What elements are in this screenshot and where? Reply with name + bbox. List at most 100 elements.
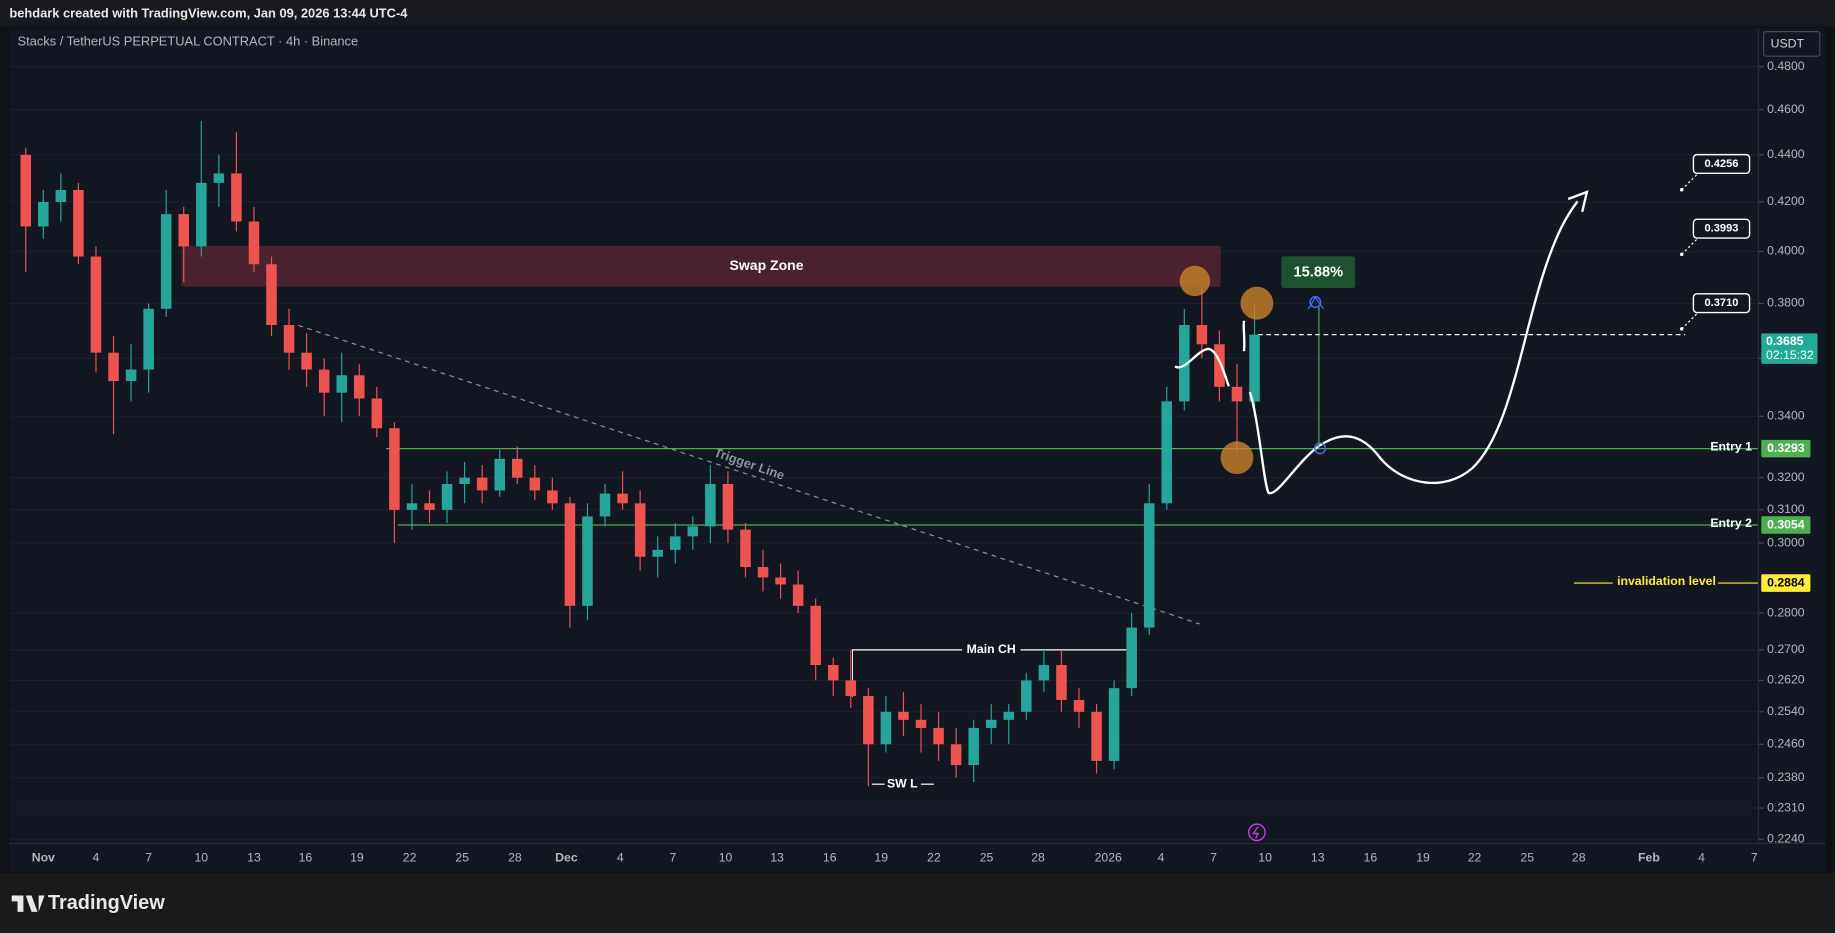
target-leader (1681, 310, 1700, 330)
time-axis (9, 842, 1826, 873)
candle-body (617, 493, 628, 504)
candle-body (73, 190, 84, 257)
chart-pane (9, 28, 1758, 843)
candle-body (20, 154, 32, 227)
measure-box (1281, 256, 1356, 288)
x-tick-label: 25 (1520, 850, 1534, 864)
candle-body (1196, 325, 1208, 345)
candle-body (669, 536, 681, 550)
level-label: Entry 1 (1710, 440, 1752, 454)
candle-body (1126, 627, 1137, 689)
candle-body (143, 308, 154, 370)
event-icon (1247, 823, 1266, 842)
candle-body (1161, 401, 1173, 504)
candle-body (266, 264, 277, 326)
candle-body (880, 711, 892, 745)
y-tick-label: 0.3200 (1767, 470, 1805, 484)
projection-arrow (1567, 190, 1589, 213)
logo-mark (11, 895, 45, 912)
target-point (1679, 327, 1684, 331)
candle-body (757, 567, 769, 578)
highlight-circle (1179, 265, 1211, 297)
target-point (1679, 187, 1684, 192)
y-tick-label: 0.2380 (1767, 770, 1805, 784)
x-tick-label: 7 (1751, 850, 1758, 864)
current-price-label: 0.3685 (1766, 334, 1804, 348)
candle-body (705, 484, 716, 527)
candle-body (248, 221, 260, 265)
x-tick-label: 7 (145, 850, 152, 864)
candle-body (55, 190, 67, 202)
main-ch-label: Main CH (967, 642, 1016, 656)
candle-body (898, 711, 909, 720)
candle-body (599, 493, 611, 517)
candle-body (968, 727, 979, 766)
trigger-line (298, 324, 1200, 625)
candle-body (1214, 344, 1225, 387)
x-tick-label: 16 (1364, 850, 1378, 864)
candle-body (283, 325, 295, 353)
x-tick-label: 13 (247, 850, 261, 864)
y-tick-label: 0.4800 (1767, 59, 1805, 73)
candle-body (318, 369, 330, 393)
x-tick-label: Feb (1638, 850, 1660, 864)
candle-body (547, 490, 558, 504)
target-point (1679, 252, 1684, 257)
y-tick-label: 0.2800 (1767, 605, 1805, 619)
candle-body (511, 458, 523, 478)
candle-body (301, 352, 312, 370)
sw-low-label: SW L (887, 776, 918, 790)
y-axis-label: USDT (1771, 37, 1805, 51)
x-tick-label: 16 (823, 850, 837, 864)
candle-body (108, 352, 119, 382)
price-label-box (1761, 439, 1811, 458)
candle-body (459, 477, 470, 485)
candle-body (810, 605, 821, 666)
x-tick-label: 22 (1468, 850, 1482, 864)
candle-body (1249, 334, 1260, 402)
price-label: 0.3293 (1767, 441, 1805, 455)
label-bg (961, 641, 1021, 659)
countdown: 02:15:32 (1766, 348, 1814, 362)
x-tick-label: 28 (1572, 850, 1586, 864)
x-tick-label: 4 (1158, 850, 1165, 864)
swap-zone (181, 245, 1221, 287)
x-tick-label: 7 (1210, 850, 1217, 864)
x-tick-label: 13 (770, 850, 784, 864)
candle-body (985, 719, 997, 728)
candle-body (582, 516, 593, 606)
x-tick-label: 22 (403, 850, 417, 864)
y-tick-label: 0.2540 (1767, 704, 1805, 718)
x-tick-label: Nov (32, 850, 55, 864)
x-tick-label: 10 (194, 850, 208, 864)
x-tick-label: 10 (1258, 850, 1272, 864)
candle-body (1038, 665, 1050, 681)
candle-body (915, 719, 927, 728)
x-tick-label: 19 (350, 850, 364, 864)
projection-path (1242, 320, 1246, 352)
current-price-box (1761, 333, 1818, 364)
projection-path (1248, 200, 1579, 495)
measure-label: 15.88% (1294, 265, 1344, 281)
y-tick-label: 0.2700 (1767, 642, 1805, 656)
y-tick-label: 0.2460 (1767, 737, 1805, 751)
candle-body (213, 173, 225, 183)
highlight-circle (1240, 286, 1274, 320)
levels: Entry 1 Entry 2 invalidation level Main CH S… (386, 334, 1758, 790)
y-tick-label: 0.3800 (1767, 296, 1805, 310)
candle-body (1056, 665, 1067, 700)
x-tick-label: 2026 (1095, 850, 1122, 864)
candle-body (740, 529, 751, 568)
y-tick-label: 0.4600 (1767, 102, 1805, 116)
candle-body (389, 428, 400, 510)
projection-path (1174, 347, 1230, 387)
candle-body (1179, 325, 1190, 402)
y-tick-label: 0.3400 (1767, 408, 1805, 422)
price-label: 0.2884 (1767, 575, 1805, 589)
measure-arrow (1307, 296, 1325, 310)
measure-point (1314, 442, 1327, 455)
x-tick-label: 28 (1031, 850, 1045, 864)
x-tick-label: 22 (927, 850, 941, 864)
